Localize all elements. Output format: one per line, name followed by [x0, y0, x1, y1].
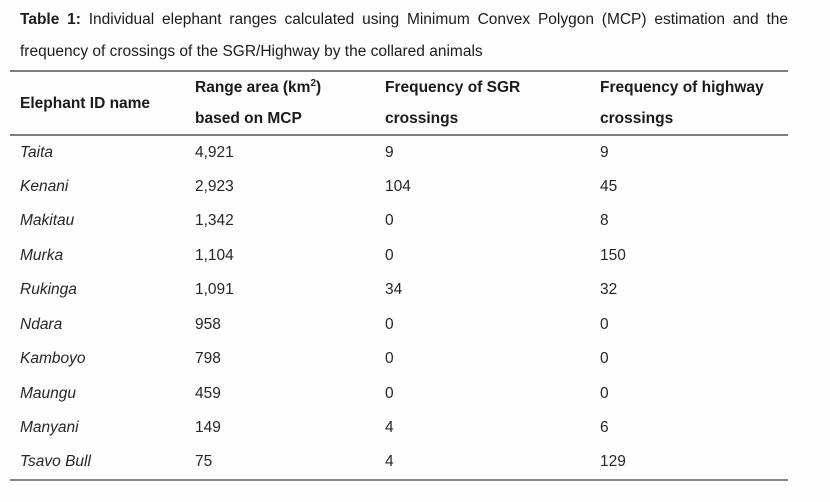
table-row: Kenani 2,923 104 45	[10, 170, 788, 205]
range-area-text: Range area (km	[195, 79, 311, 96]
col-header-range-area-line2: based on MCP	[195, 110, 302, 127]
range-area-cell: 459	[195, 384, 221, 402]
table-row: Taita 4,921 9 9	[10, 135, 788, 170]
table-caption-text: Individual elephant ranges calculated us…	[88, 11, 789, 28]
table-row: Kamboyo 798 0 0	[10, 342, 788, 377]
col-header-range-area: Range area (km2) based on MCP	[195, 71, 385, 136]
table-row: Ndara 958 0 0	[10, 308, 788, 343]
table-caption-line1: Table 1: Individual elephant ranges calc…	[20, 4, 788, 36]
range-area-cell: 75	[195, 453, 213, 471]
table-header-row: Elephant ID name Range area (km2) based …	[10, 71, 788, 136]
range-area-cell: 149	[195, 419, 221, 437]
sgr-crossings-cell: 4	[385, 453, 394, 471]
range-area-cell: 958	[195, 315, 221, 333]
sgr-crossings-cell: 0	[385, 212, 394, 230]
range-area-close-paren: )	[316, 79, 322, 96]
sgr-crossings-cell: 0	[385, 350, 394, 368]
elephant-name-cell: Tsavo Bull	[20, 453, 91, 471]
col-header-range-area-line1: Range area (km2)	[195, 72, 385, 103]
range-area-superscript: 2	[310, 77, 317, 89]
elephant-name-cell: Ndara	[20, 315, 63, 333]
elephant-name-cell: Rukinga	[20, 281, 77, 299]
range-area-cell: 4,921	[195, 143, 234, 161]
range-area-cell: 2,923	[195, 177, 234, 195]
col-header-sgr-crossings: Frequency of SGR crossings	[385, 71, 600, 136]
sgr-crossings-cell: 34	[385, 281, 403, 299]
table-body: Taita 4,921 9 9 Kenani 2,923 104 45 Maki…	[10, 135, 788, 480]
col-header-highway-line2: crossings	[600, 110, 674, 127]
highway-crossings-cell: 129	[600, 453, 626, 471]
elephant-name-cell: Murka	[20, 246, 64, 264]
range-area-cell: 1,091	[195, 281, 234, 299]
highway-crossings-cell: 0	[600, 384, 609, 402]
sgr-crossings-cell: 0	[385, 246, 394, 264]
sgr-crossings-cell: 0	[385, 384, 394, 402]
elephant-name-cell: Kenani	[20, 177, 69, 195]
elephant-ranges-table: Elephant ID name Range area (km2) based …	[10, 70, 788, 481]
highway-crossings-cell: 6	[600, 419, 609, 437]
sgr-crossings-cell: 9	[385, 143, 394, 161]
col-header-highway-crossings: Frequency of highway crossings	[600, 71, 788, 136]
table-row: Murka 1,104 0 150	[10, 239, 788, 274]
col-header-elephant-id: Elephant ID name	[10, 71, 195, 136]
table-caption: Table 1: Individual elephant ranges calc…	[20, 4, 788, 68]
col-header-highway-line1: Frequency of highway	[600, 79, 764, 96]
table-caption-label: Table 1:	[20, 11, 81, 28]
range-area-cell: 1,104	[195, 246, 234, 264]
range-area-cell: 1,342	[195, 212, 234, 230]
highway-crossings-cell: 32	[600, 281, 618, 299]
elephant-name-cell: Kamboyo	[20, 350, 86, 368]
col-header-sgr-line2: crossings	[385, 110, 459, 127]
table-row: Rukinga 1,091 34 32	[10, 273, 788, 308]
highway-crossings-cell: 0	[600, 315, 609, 333]
table-row: Tsavo Bull 75 4 129	[10, 446, 788, 481]
highway-crossings-cell: 150	[600, 246, 626, 264]
highway-crossings-cell: 8	[600, 212, 609, 230]
highway-crossings-cell: 9	[600, 143, 609, 161]
table-caption-line2: frequency of crossings of the SGR/Highwa…	[20, 43, 483, 60]
elephant-name-cell: Makitau	[20, 212, 75, 230]
sgr-crossings-cell: 0	[385, 315, 394, 333]
elephant-name-cell: Manyani	[20, 419, 79, 437]
table-row: Maungu 459 0 0	[10, 377, 788, 412]
range-area-cell: 798	[195, 350, 221, 368]
col-header-sgr-line1: Frequency of SGR	[385, 79, 521, 96]
highway-crossings-cell: 0	[600, 350, 609, 368]
highway-crossings-cell: 45	[600, 177, 618, 195]
elephant-name-cell: Taita	[20, 143, 54, 161]
col-header-elephant-id-label: Elephant ID name	[20, 94, 151, 112]
table-row: Makitau 1,342 0 8	[10, 204, 788, 239]
table-header: Elephant ID name Range area (km2) based …	[10, 71, 788, 136]
sgr-crossings-cell: 4	[385, 419, 394, 437]
sgr-crossings-cell: 104	[385, 177, 411, 195]
table-row: Manyani 149 4 6	[10, 411, 788, 446]
elephant-name-cell: Maungu	[20, 384, 77, 402]
